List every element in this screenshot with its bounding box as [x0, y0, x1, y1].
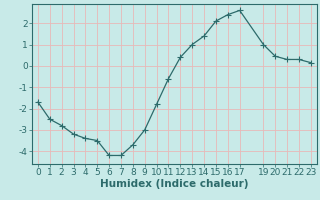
X-axis label: Humidex (Indice chaleur): Humidex (Indice chaleur)	[100, 179, 249, 189]
